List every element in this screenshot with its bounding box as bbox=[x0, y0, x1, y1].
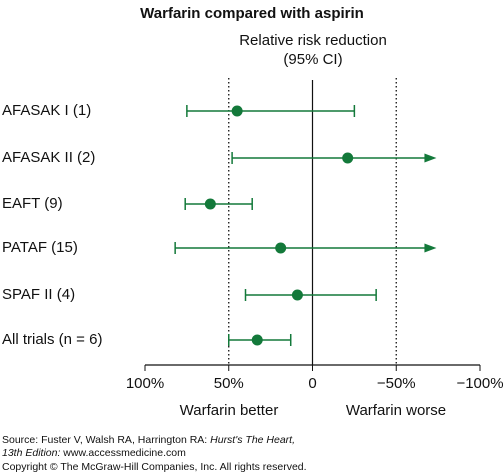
point-estimate bbox=[291, 289, 303, 301]
copyright: Copyright © The McGraw-Hill Companies, I… bbox=[2, 461, 307, 473]
annotation: Warfarin worse bbox=[346, 402, 446, 419]
x-tick-label: 0 bbox=[308, 375, 316, 392]
source-part: Source: Fuster V, Walsh RA, Harrington R… bbox=[2, 434, 210, 446]
category-label: AFASAK I (1) bbox=[2, 102, 91, 119]
ci-arrow bbox=[424, 243, 437, 253]
chart-title: Warfarin compared with aspirin bbox=[140, 5, 364, 22]
source: Source: Fuster V, Walsh RA, Harrington R… bbox=[2, 434, 295, 446]
source-part: 13th Edition: bbox=[2, 447, 60, 459]
x-tick-label: −50% bbox=[377, 375, 416, 392]
category-label: PATAF (15) bbox=[2, 239, 78, 256]
category-label: EAFT (9) bbox=[2, 195, 63, 212]
point-estimate bbox=[275, 242, 287, 254]
source-part: Hurst's The Heart, bbox=[210, 434, 295, 446]
category-label: All trials (n = 6) bbox=[2, 331, 102, 348]
axis-title: (95% CI) bbox=[283, 51, 342, 68]
axis-title: Relative risk reduction bbox=[239, 32, 387, 49]
point-estimate bbox=[342, 152, 354, 164]
point-estimate bbox=[251, 334, 263, 346]
annotation: Warfarin better bbox=[180, 402, 279, 419]
ci-arrow bbox=[424, 153, 437, 163]
category-label: AFASAK II (2) bbox=[2, 149, 95, 166]
category-label: SPAF II (4) bbox=[2, 286, 75, 303]
point-estimate bbox=[204, 198, 216, 210]
x-tick-label: 100% bbox=[126, 375, 164, 392]
source-part: www.accessmedicine.com bbox=[60, 447, 186, 459]
source: 13th Edition: www.accessmedicine.com bbox=[2, 447, 186, 459]
x-tick-label: −100% bbox=[456, 375, 503, 392]
point-estimate bbox=[231, 105, 243, 117]
x-tick-label: 50% bbox=[214, 375, 244, 392]
